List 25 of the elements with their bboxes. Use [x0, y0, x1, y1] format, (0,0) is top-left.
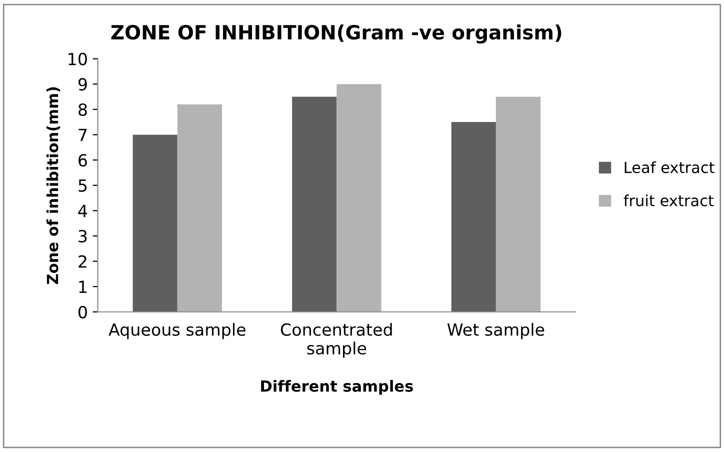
- chart-title: ZONE OF INHIBITION(Gram -ve organism): [111, 24, 562, 44]
- x-axis-title: Different samples: [261, 380, 413, 395]
- y-tick-label: 3: [78, 230, 87, 243]
- x-tick-label: Aqueous sample: [108, 322, 246, 340]
- bar: [496, 96, 541, 312]
- y-tick-label: 7: [78, 128, 87, 142]
- y-axis-title: Zone of inhibition(mm): [46, 87, 60, 284]
- y-tick-label: 0: [78, 306, 87, 318]
- y-tick-label: 2: [78, 255, 86, 268]
- bar: [132, 134, 178, 312]
- bar: [292, 96, 337, 312]
- y-tick-label: 5: [78, 180, 87, 192]
- legend-label: Leaf extract: [624, 161, 714, 174]
- y-tick-label: 8: [78, 103, 87, 116]
- y-tick-label: 4: [78, 204, 88, 217]
- y-tick-label: 1: [79, 280, 86, 293]
- x-tick-label: Wet sample: [447, 322, 544, 340]
- bar: [451, 122, 496, 312]
- legend-label: fruit extract: [624, 194, 714, 206]
- y-tick-label: 9: [78, 78, 87, 91]
- bar: [177, 104, 222, 312]
- y-tick-label: 10: [68, 52, 87, 66]
- x-tick-label: Concentrated sample: [280, 322, 392, 358]
- y-tick-label: 6: [78, 154, 87, 167]
- bar: [336, 84, 382, 312]
